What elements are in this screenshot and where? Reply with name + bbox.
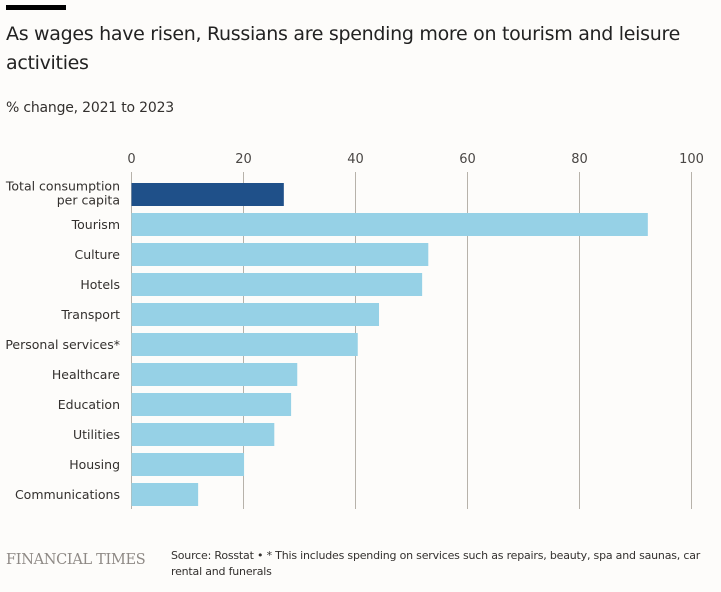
x-axis-tick-labels: 0 20 40 60 80 100 bbox=[127, 152, 704, 167]
x-tick-label: 0 bbox=[127, 152, 135, 167]
x-tick-label: 60 bbox=[459, 152, 476, 167]
category-label: Culture bbox=[74, 247, 120, 262]
bar bbox=[131, 453, 245, 476]
category-label: per capita bbox=[57, 193, 120, 208]
category-label: Personal services* bbox=[5, 337, 120, 352]
category-label: Housing bbox=[69, 457, 120, 472]
category-label: Communications bbox=[15, 487, 120, 502]
bar bbox=[131, 303, 380, 326]
bar bbox=[131, 243, 429, 266]
category-label: Transport bbox=[60, 307, 120, 322]
category-label: Education bbox=[58, 397, 120, 412]
chart-title: As wages have risen, Russians are spendi… bbox=[6, 23, 680, 74]
category-label: Tourism bbox=[71, 217, 120, 232]
bar bbox=[131, 363, 298, 386]
category-label: Hotels bbox=[80, 277, 120, 292]
bar bbox=[131, 213, 648, 236]
x-tick-label: 80 bbox=[571, 152, 588, 167]
x-tick-label: 20 bbox=[235, 152, 252, 167]
bar bbox=[131, 183, 284, 206]
x-tick-label: 40 bbox=[347, 152, 364, 167]
bars bbox=[131, 183, 648, 506]
bar bbox=[131, 393, 292, 416]
bar bbox=[131, 273, 423, 296]
category-label: Utilities bbox=[73, 427, 120, 442]
bar bbox=[131, 423, 275, 446]
financial-times-logo: FINANCIAL TIMES bbox=[6, 552, 146, 568]
bar bbox=[131, 333, 358, 356]
ft-top-rule bbox=[6, 5, 66, 10]
x-tick-label: 100 bbox=[679, 152, 704, 167]
bar bbox=[131, 483, 199, 506]
source-note: Source: Rosstat • * This includes spendi… bbox=[171, 549, 701, 578]
chart-subtitle: % change, 2021 to 2023 bbox=[6, 100, 174, 116]
category-label: Healthcare bbox=[52, 367, 120, 382]
category-label: Total consumption bbox=[5, 179, 120, 194]
